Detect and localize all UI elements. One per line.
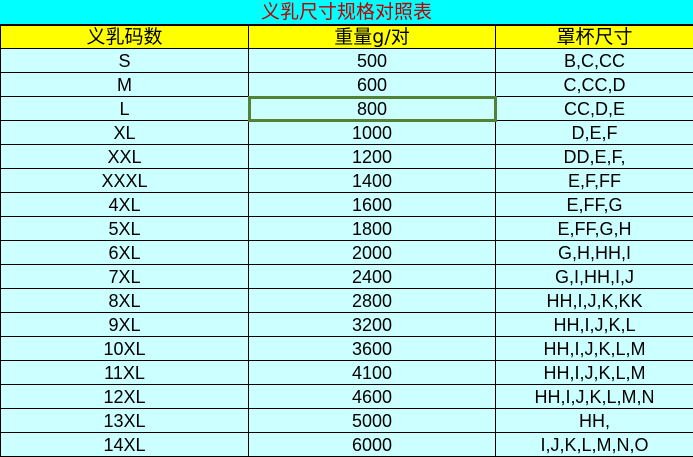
cell-weight[interactable]: 500 (249, 49, 496, 73)
cell-cup[interactable]: E,F,FF (496, 169, 693, 193)
cell-weight[interactable]: 5000 (249, 409, 496, 433)
cell-weight[interactable]: 1600 (249, 193, 496, 217)
cell-size[interactable]: 8XL (1, 289, 249, 313)
cell-cup[interactable]: HH,I,J,K,L,M (496, 361, 693, 385)
cell-cup[interactable]: I,J,K,L,M,N,O (496, 433, 693, 457)
header-row: 义乳码数 重量g/对 罩杯尺寸 (1, 26, 693, 49)
cell-size[interactable]: XXL (1, 145, 249, 169)
cell-size[interactable]: 12XL (1, 385, 249, 409)
cell-size[interactable]: XL (1, 121, 249, 145)
sheet-title[interactable]: 义乳尺寸规格对照表 (0, 0, 693, 25)
cell-cup[interactable]: C,CC,D (496, 73, 693, 97)
cell-cup[interactable]: HH,I,J,K,L,M,N (496, 385, 693, 409)
cell-weight[interactable]: 3600 (249, 337, 496, 361)
cell-size[interactable]: S (1, 49, 249, 73)
cell-cup[interactable]: CC,D,E (496, 97, 693, 121)
cell-size[interactable]: M (1, 73, 249, 97)
cell-weight[interactable]: 6000 (249, 433, 496, 457)
header-weight[interactable]: 重量g/对 (249, 26, 496, 49)
cell-weight[interactable]: 800 (249, 97, 496, 121)
cell-weight[interactable]: 1800 (249, 217, 496, 241)
cell-size[interactable]: 10XL (1, 337, 249, 361)
cell-cup[interactable]: G,I,HH,I,J (496, 265, 693, 289)
header-size[interactable]: 义乳码数 (1, 26, 249, 49)
cell-weight[interactable]: 600 (249, 73, 496, 97)
cell-size[interactable]: 4XL (1, 193, 249, 217)
cell-size[interactable]: 11XL (1, 361, 249, 385)
cell-size[interactable]: 14XL (1, 433, 249, 457)
cell-cup[interactable]: B,C,CC (496, 49, 693, 73)
cell-weight[interactable]: 4100 (249, 361, 496, 385)
cell-cup[interactable]: HH,I,J,K,L,M (496, 337, 693, 361)
cell-cup[interactable]: HH, (496, 409, 693, 433)
cell-cup[interactable]: G,H,HH,I (496, 241, 693, 265)
cell-cup[interactable]: HH,I,J,K,KK (496, 289, 693, 313)
cell-size[interactable]: 9XL (1, 313, 249, 337)
cell-weight[interactable]: 4600 (249, 385, 496, 409)
cell-weight[interactable]: 1200 (249, 145, 496, 169)
cell-cup[interactable]: E,FF,G (496, 193, 693, 217)
cell-size[interactable]: L (1, 97, 249, 121)
header-cup[interactable]: 罩杯尺寸 (496, 26, 693, 49)
cell-size[interactable]: 6XL (1, 241, 249, 265)
cell-size[interactable]: XXXL (1, 169, 249, 193)
cell-weight[interactable]: 2400 (249, 265, 496, 289)
cell-size[interactable]: 7XL (1, 265, 249, 289)
cell-cup[interactable]: E,FF,G,H (496, 217, 693, 241)
cell-cup[interactable]: D,E,F (496, 121, 693, 145)
cell-weight[interactable]: 3200 (249, 313, 496, 337)
cell-weight[interactable]: 2000 (249, 241, 496, 265)
cell-weight[interactable]: 1400 (249, 169, 496, 193)
cell-weight[interactable]: 2800 (249, 289, 496, 313)
cell-cup[interactable]: DD,E,F, (496, 145, 693, 169)
cell-size[interactable]: 13XL (1, 409, 249, 433)
cell-weight[interactable]: 1000 (249, 121, 496, 145)
cell-cup[interactable]: HH,I,J,K,L (496, 313, 693, 337)
cell-size[interactable]: 5XL (1, 217, 249, 241)
